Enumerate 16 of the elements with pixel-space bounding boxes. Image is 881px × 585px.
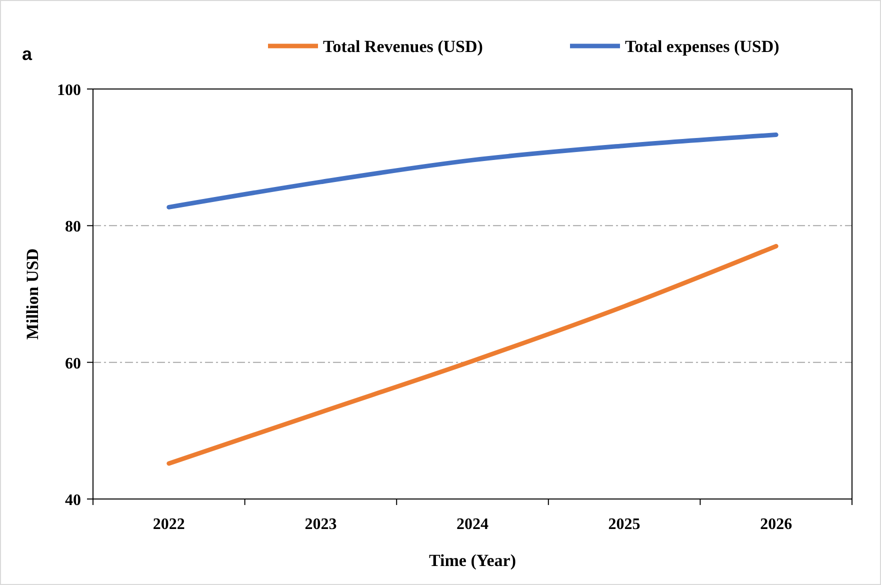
y-tick-label: 60 [65,355,81,372]
chart-title: a [22,44,33,64]
y-axis-title: Million USD [23,248,42,340]
x-axis-title: Time (Year) [428,551,516,570]
legend-label: Total Revenues (USD) [323,37,483,56]
x-tick-label: 2025 [608,516,640,533]
line-series [166,244,778,466]
legend-label: Total expenses (USD) [625,37,780,56]
x-tick-label: 2022 [152,516,185,533]
y-tick-label: 40 [65,492,81,509]
x-tick-label: 2023 [304,516,337,533]
y-tick-label: 100 [57,82,81,99]
x-tick-label: 2026 [760,516,792,533]
line-series [166,132,778,210]
y-tick-label: 80 [65,218,81,236]
x-tick-label: 2024 [456,516,488,533]
